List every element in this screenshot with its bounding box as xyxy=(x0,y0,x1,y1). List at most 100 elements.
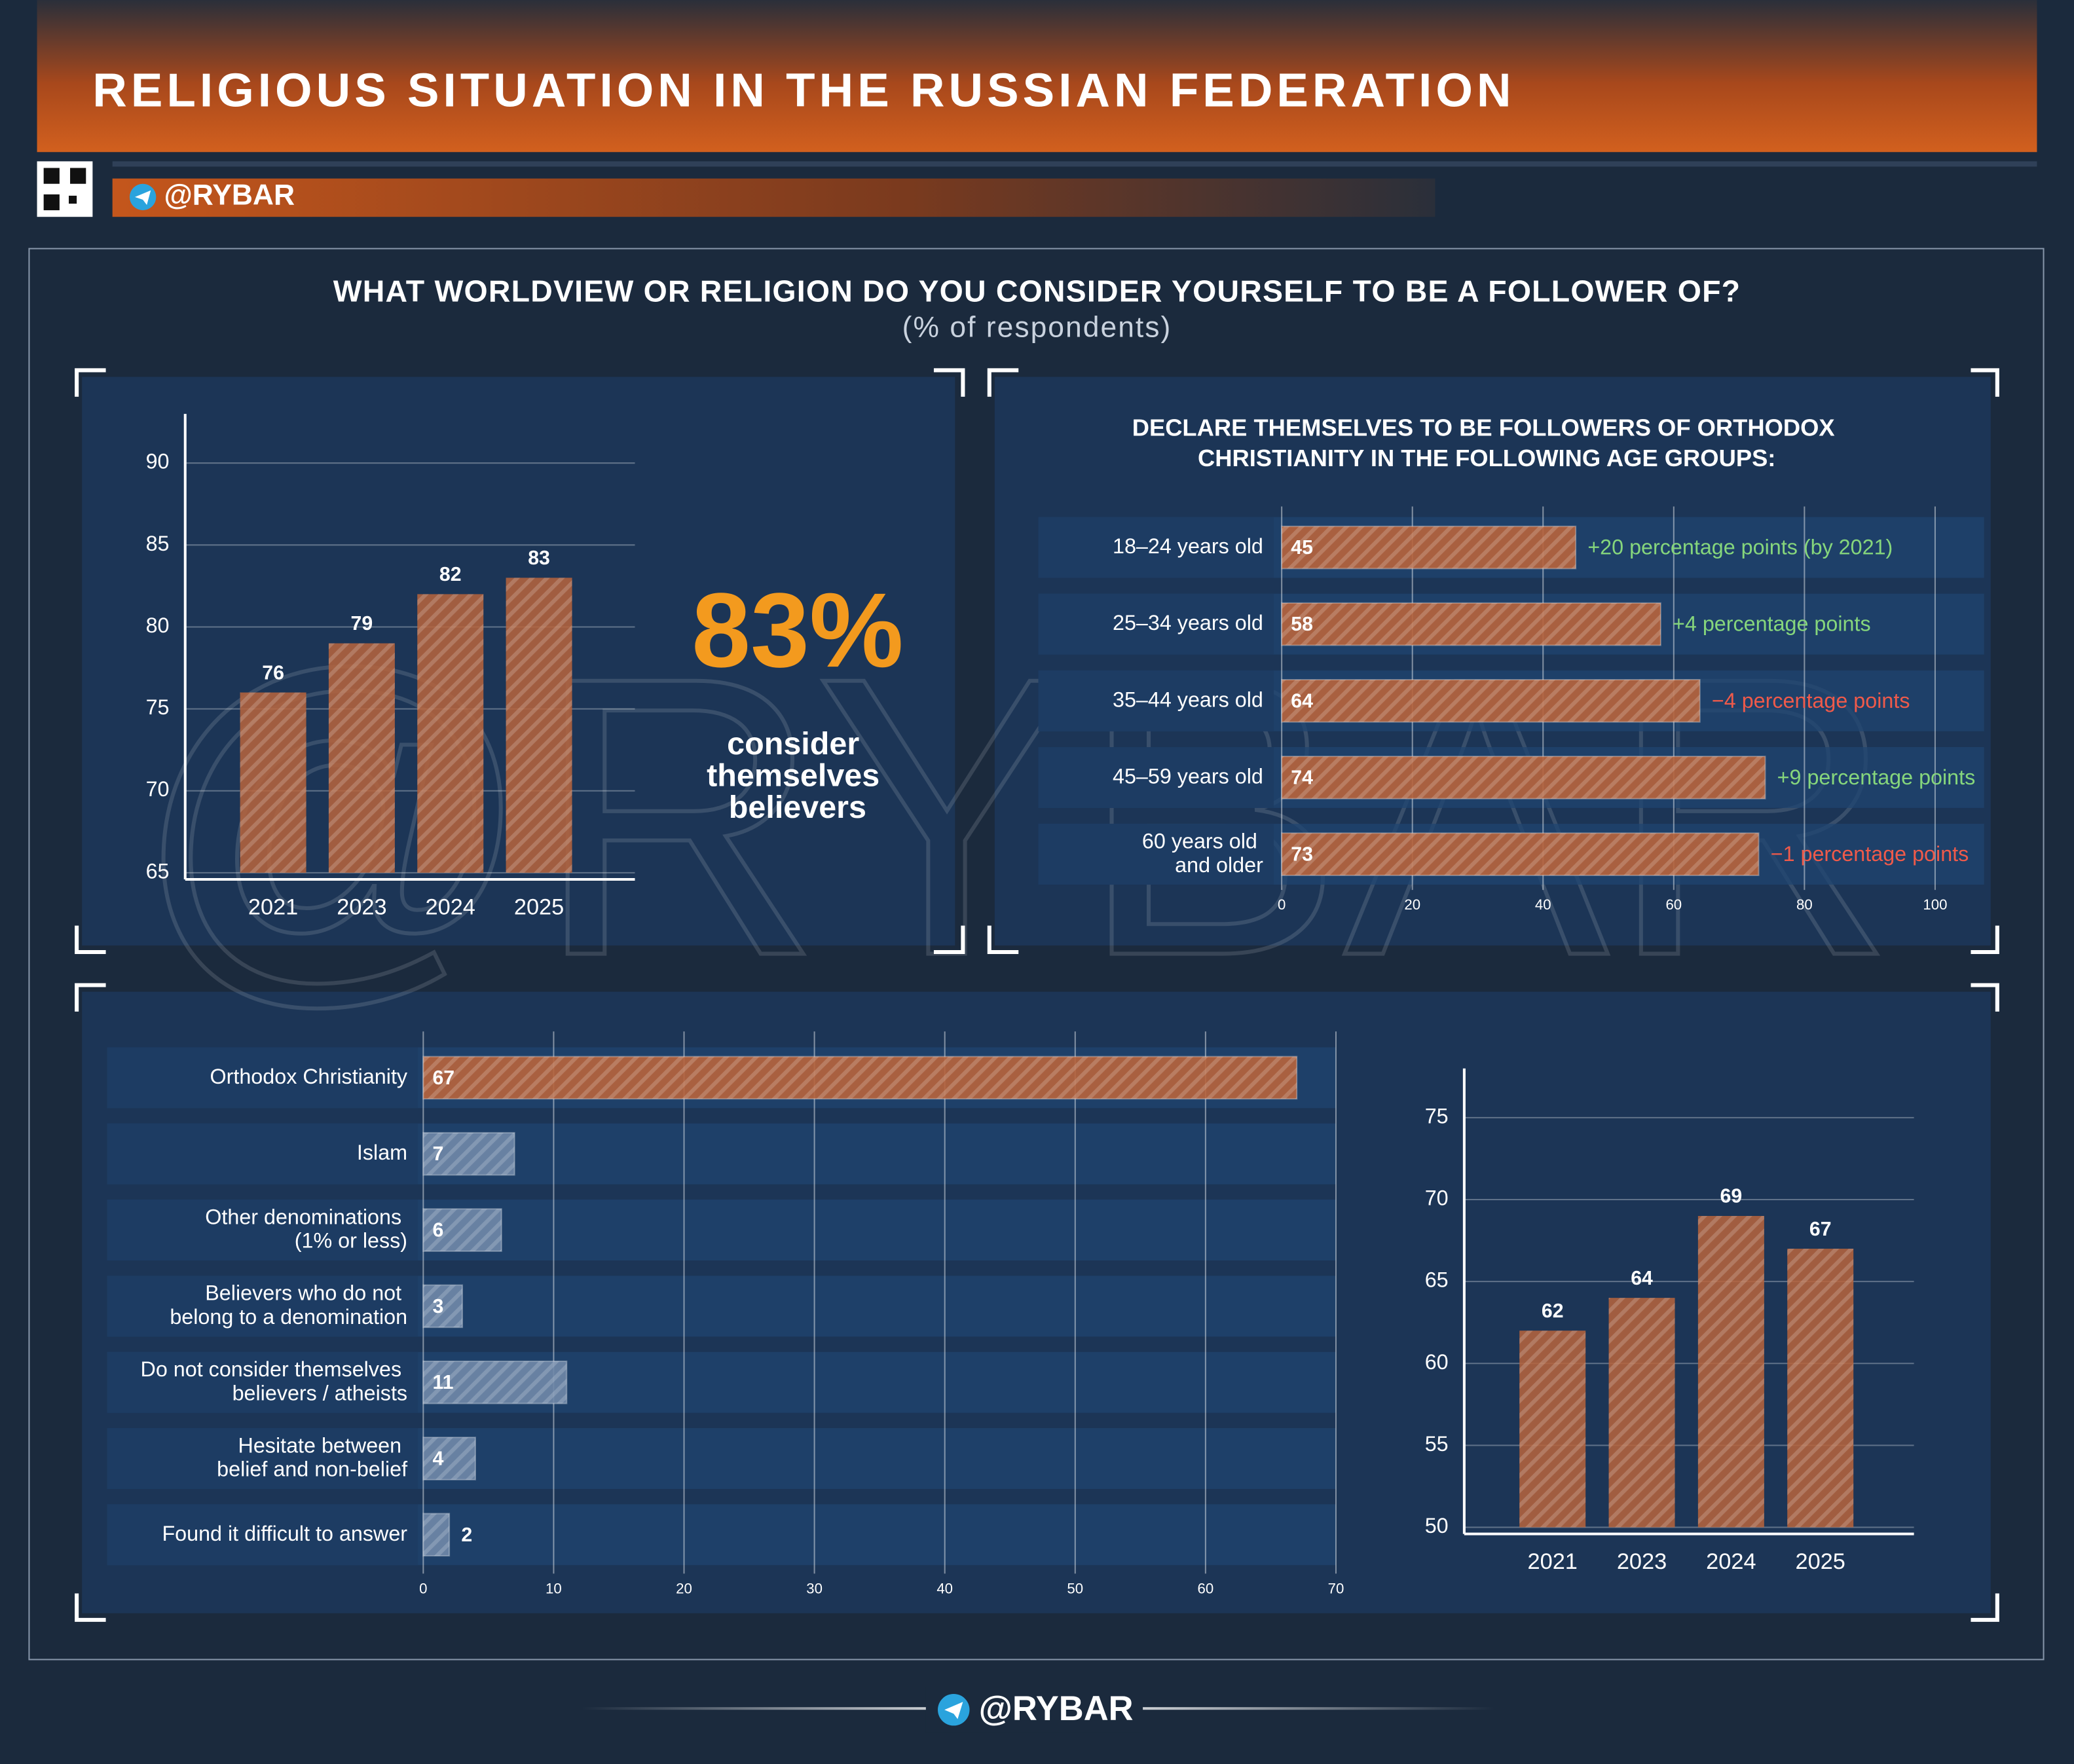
text-line: themselves xyxy=(707,758,889,793)
value-label: 64 xyxy=(1631,1268,1653,1289)
label-background xyxy=(1038,517,1274,578)
label-background xyxy=(1038,824,1274,885)
corner-bracket xyxy=(933,368,965,397)
text-line: 60 years old xyxy=(1142,829,1263,853)
bar-hatch xyxy=(423,1437,475,1480)
value-label: 82 xyxy=(439,564,462,585)
bar-hatch xyxy=(1608,1298,1675,1528)
label-background xyxy=(107,1351,418,1413)
x-tick-label: 0 xyxy=(419,1580,427,1596)
text-line: 45–59 years old xyxy=(1113,764,1263,788)
text-line: Islam xyxy=(357,1141,407,1164)
x-tick-label: 40 xyxy=(936,1580,953,1596)
telegram-icon-plane xyxy=(944,1702,963,1719)
text-line: 25–34 years old xyxy=(1113,611,1263,634)
x-tick-label: 2023 xyxy=(1617,1549,1667,1574)
y-tick-label: 65 xyxy=(146,859,170,883)
annotation: −1 percentage points xyxy=(1771,842,1969,866)
question-subtitle: (% of respondents) xyxy=(902,312,1172,344)
text-line: Found it difficult to answer xyxy=(162,1521,407,1545)
bar-hatch xyxy=(240,692,306,873)
corner-bracket xyxy=(75,1593,106,1622)
corner-bracket xyxy=(1971,368,1999,397)
label-background xyxy=(1038,670,1274,731)
value-label: 11 xyxy=(432,1372,453,1393)
page-title: RELIGIOUS SITUATION IN THE RUSSIAN FEDER… xyxy=(92,64,1515,117)
bar-hatch xyxy=(1282,526,1576,569)
watermark: @RYBAR xyxy=(132,596,1895,1038)
annotation: −4 percentage points xyxy=(1712,689,1910,712)
text-line: (1% or less) xyxy=(295,1228,407,1252)
category-label: 25–34 years old xyxy=(1113,611,1263,634)
text-line: consider xyxy=(727,726,868,762)
value-label: 79 xyxy=(351,613,373,634)
text-line: Hesitate between xyxy=(238,1433,408,1457)
bar-hatch xyxy=(417,594,484,873)
outer-frame xyxy=(28,248,2045,1661)
category-label: 35–44 years old xyxy=(1113,688,1263,711)
y-tick-label: 55 xyxy=(1425,1432,1449,1456)
y-tick-label: 75 xyxy=(1425,1104,1449,1128)
value-label: 83 xyxy=(528,547,550,569)
x-tick-label: 2023 xyxy=(337,894,386,919)
value-label: 2 xyxy=(461,1524,472,1546)
category-label: 45–59 years old xyxy=(1113,764,1263,788)
text-line: Other denominations xyxy=(205,1205,407,1228)
value-label: 3 xyxy=(432,1296,443,1317)
value-label: 62 xyxy=(1542,1300,1564,1322)
value-label: 69 xyxy=(1720,1186,1743,1207)
label-background xyxy=(1038,593,1274,655)
x-tick-label: 2021 xyxy=(248,894,298,919)
bar-hatch xyxy=(423,1209,502,1251)
y-tick-label: 80 xyxy=(146,614,170,637)
bar-hatch xyxy=(1282,833,1759,875)
text-line: belief and non-belief xyxy=(217,1457,408,1480)
header-band xyxy=(37,0,2037,153)
corner-bracket xyxy=(75,925,106,955)
telegram-icon-plane xyxy=(135,190,151,206)
corner-bracket xyxy=(75,368,106,397)
category-label: Islam xyxy=(357,1141,407,1164)
annotation: +9 percentage points xyxy=(1777,765,1976,789)
label-background xyxy=(107,1276,418,1337)
bar-hatch xyxy=(423,1513,450,1556)
text-line: DECLARE THEMSELVES TO BE FOLLOWERS OF OR… xyxy=(1132,414,1842,441)
bar-hatch xyxy=(423,1361,567,1404)
bar-hatch xyxy=(1282,680,1700,722)
header-rule xyxy=(112,161,2037,167)
bar-hatch xyxy=(506,578,572,873)
text-line: belong to a denomination xyxy=(170,1305,407,1329)
x-tick-label: 2024 xyxy=(426,894,475,919)
chart-title: DECLARE THEMSELVES TO BE FOLLOWERS OF OR… xyxy=(1132,414,1842,471)
qr-code-part xyxy=(70,168,86,184)
category-label: Found it difficult to answer xyxy=(162,1521,407,1545)
text-line: and older xyxy=(1175,853,1263,876)
x-tick-label: 30 xyxy=(806,1580,823,1596)
text-line: 18–24 years old xyxy=(1113,534,1263,558)
label-background xyxy=(107,1504,418,1566)
x-tick-label: 2025 xyxy=(514,894,564,919)
label-background xyxy=(107,1428,418,1489)
corner-bracket xyxy=(1971,983,1999,1012)
header-handle: @RYBAR xyxy=(164,179,295,211)
x-tick-label: 40 xyxy=(1535,896,1551,913)
text-line: CHRISTIANITY IN THE FOLLOWING AGE GROUPS… xyxy=(1198,444,1775,471)
label-background xyxy=(107,1123,418,1185)
x-tick-label: 60 xyxy=(1665,896,1682,913)
x-tick-label: 60 xyxy=(1198,1580,1214,1596)
category-label: Believers who do not belong to a denomin… xyxy=(170,1281,407,1328)
value-label: 64 xyxy=(1291,690,1313,712)
handle-strip xyxy=(112,178,1435,217)
x-tick-label: 70 xyxy=(1328,1580,1344,1596)
value-label: 67 xyxy=(1809,1219,1832,1240)
corner-bracket xyxy=(987,368,1019,397)
text-line: believers xyxy=(729,790,866,825)
value-label: 73 xyxy=(1291,844,1313,866)
y-tick-label: 90 xyxy=(146,450,170,473)
y-tick-label: 65 xyxy=(1425,1268,1449,1292)
annotation: +20 percentage points (by 2021) xyxy=(1587,536,1893,559)
y-tick-label: 60 xyxy=(1425,1350,1449,1374)
qr-code-part xyxy=(43,194,60,211)
